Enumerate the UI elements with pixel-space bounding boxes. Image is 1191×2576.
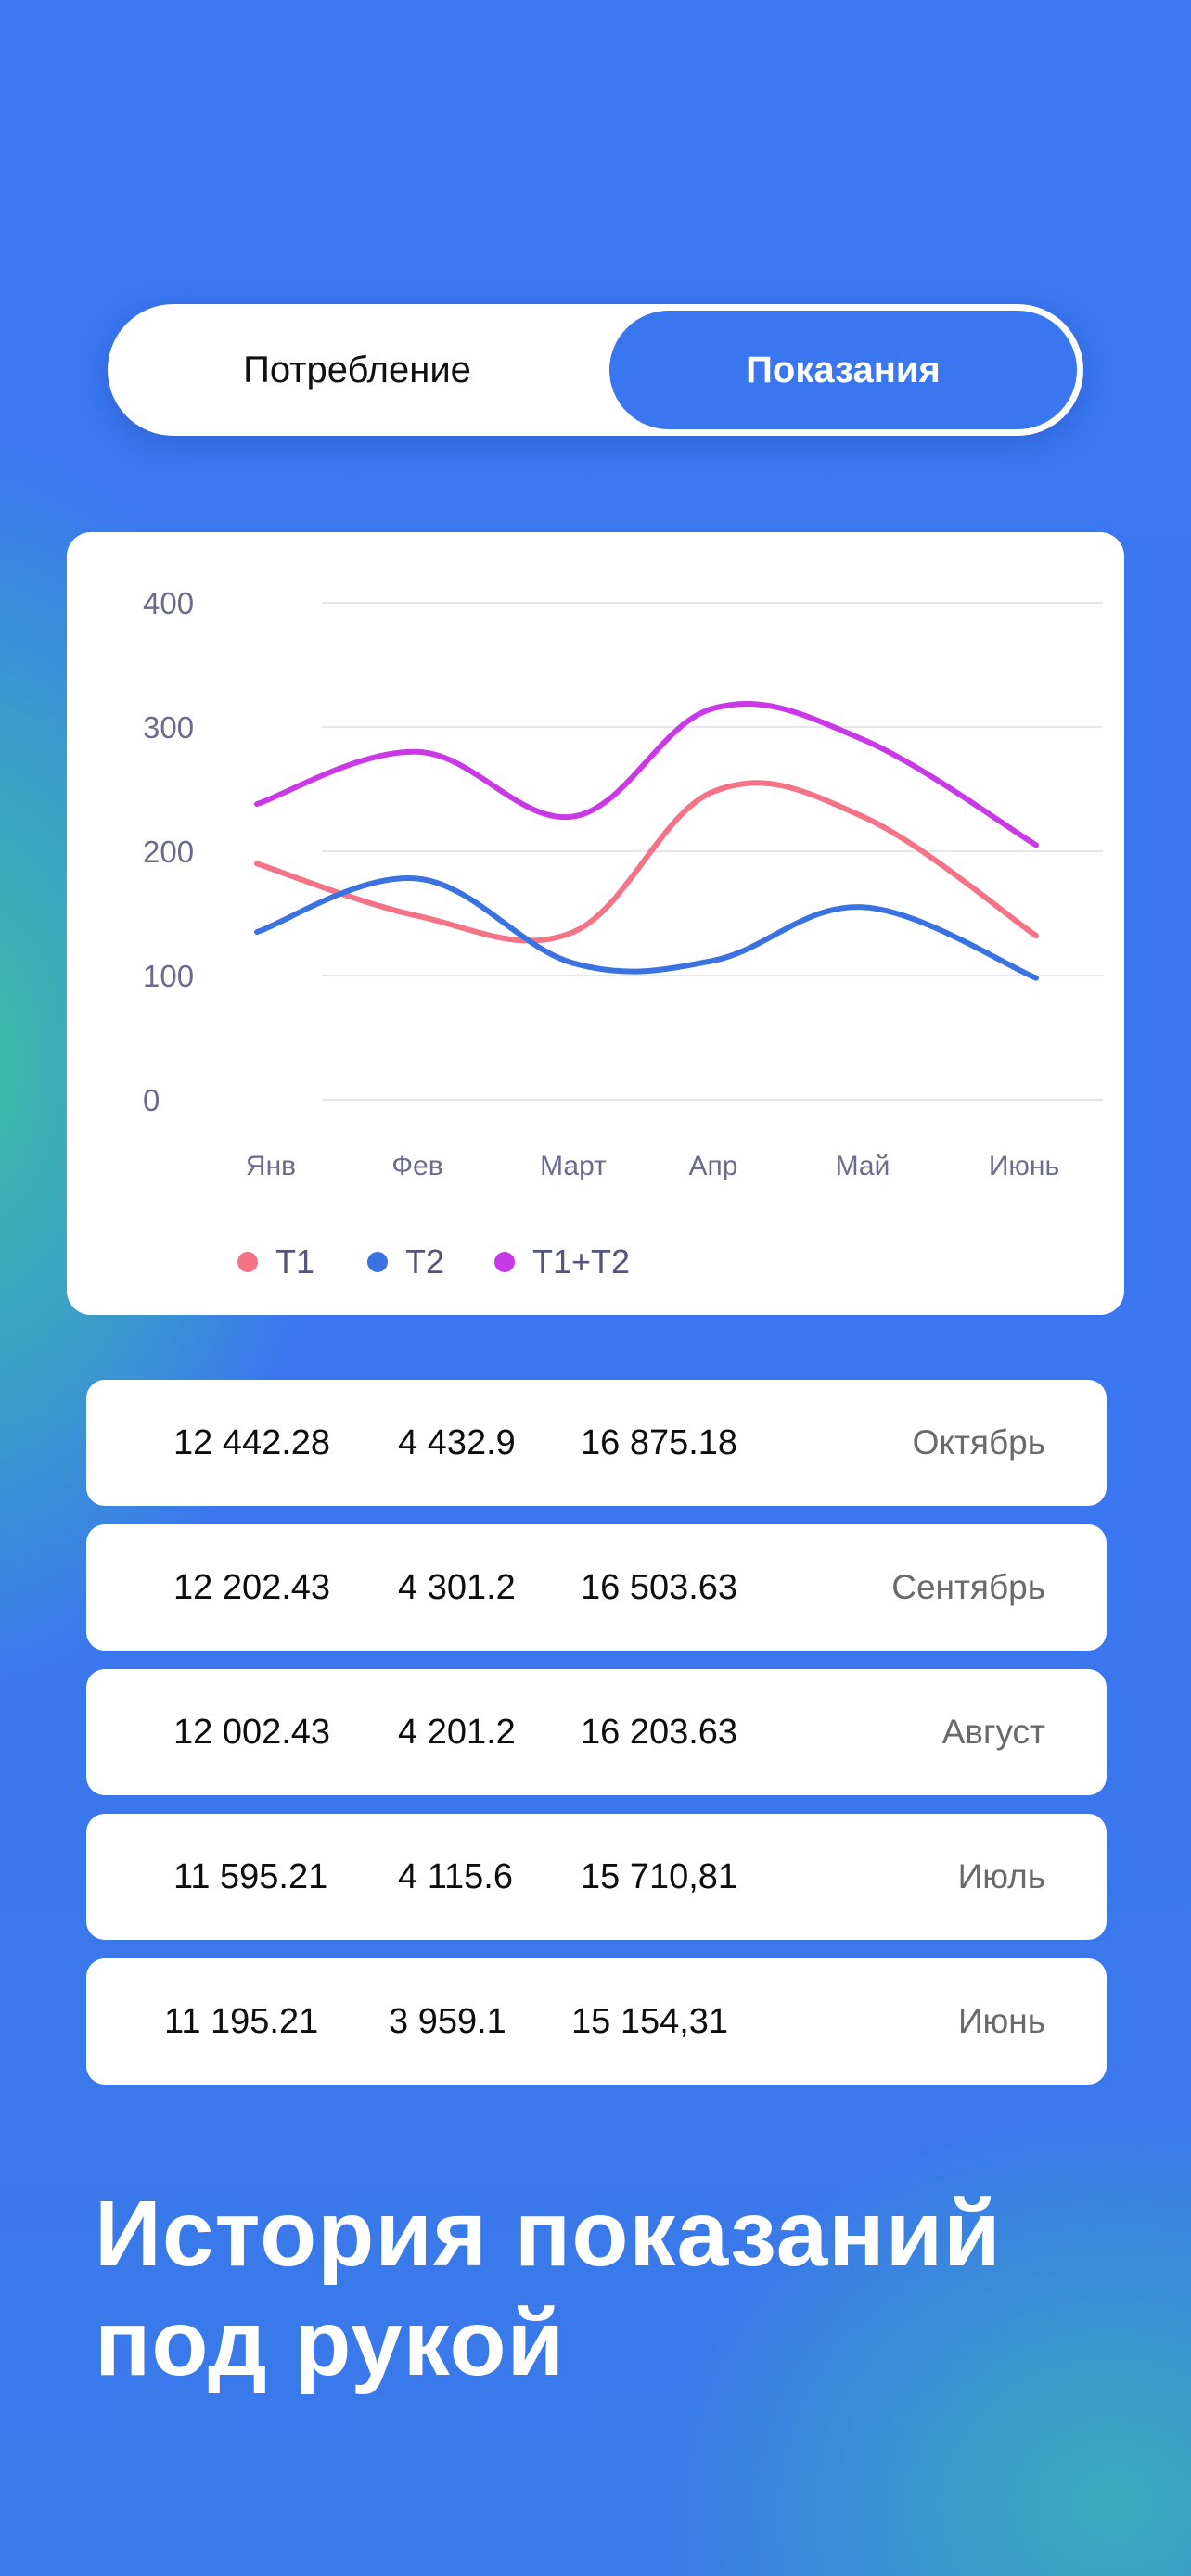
series-line-t1 — [254, 780, 1039, 944]
reading-total-value: 16 503.63 — [581, 1568, 738, 1607]
chart-card: 400 300 200 100 0 Янв Фев Март Апр Май Июнь T1 T2 T… — [67, 532, 1124, 1315]
view-toggle: Потребление Показания — [108, 304, 1083, 436]
legend-item: T1 — [237, 1243, 314, 1281]
headline: История показаний под рукой — [95, 2179, 1133, 2398]
reading-t1-value: 12 202.43 — [173, 1568, 331, 1607]
legend-label: T2 — [405, 1243, 444, 1281]
headline-line-1: История показаний — [95, 2182, 1002, 2286]
reading-total-value: 15 154,31 — [571, 2002, 729, 2041]
legend-dot — [237, 1252, 258, 1272]
legend-item: T2 — [367, 1243, 444, 1281]
x-tick-label: Янв — [246, 1151, 296, 1181]
reading-t1-value: 11 595.21 — [173, 1857, 328, 1896]
x-tick-label: Июнь — [989, 1151, 1059, 1181]
reading-total-value: 15 710,81 — [581, 1857, 738, 1896]
reading-t1-value: 12 002.43 — [173, 1713, 331, 1752]
x-tick-label: Фев — [391, 1151, 442, 1181]
reading-t1-value: 11 195.21 — [164, 2002, 319, 2041]
reading-month: Июль — [957, 1857, 1045, 1895]
y-tick-label: 0 — [143, 1083, 160, 1117]
x-tick-label: Май — [836, 1151, 890, 1181]
y-tick-label: 100 — [143, 959, 194, 993]
y-tick-label: 400 — [143, 586, 194, 620]
reading-row[interactable]: 11 195.21 3 959.1 15 154,31 Июнь — [86, 1958, 1107, 2085]
reading-t2-value: 4 201.2 — [398, 1713, 516, 1752]
legend-item: T1+T2 — [494, 1243, 630, 1281]
reading-t2-value: 4 301.2 — [398, 1568, 516, 1607]
reading-row[interactable]: 12 202.43 4 301.2 16 503.63 Сентябрь — [86, 1524, 1107, 1651]
reading-t1-value: 12 442.28 — [173, 1423, 331, 1462]
reading-row[interactable]: 11 595.21 4 115.6 15 710,81 Июль — [86, 1814, 1107, 1940]
series-line-t2 — [254, 875, 1039, 981]
reading-t2-value: 4 432.9 — [398, 1423, 516, 1462]
reading-total-value: 16 203.63 — [581, 1713, 738, 1752]
reading-row[interactable]: 12 002.43 4 201.2 16 203.63 Август — [86, 1669, 1107, 1795]
reading-month: Сентябрь — [891, 1568, 1045, 1606]
y-tick-label: 200 — [143, 835, 194, 869]
toggle-readings[interactable]: Показания — [607, 308, 1080, 432]
reading-total-value: 16 875.18 — [581, 1423, 738, 1462]
headline-line-2: под рукой — [95, 2291, 566, 2395]
y-tick-label: 300 — [143, 710, 194, 745]
legend-dot — [494, 1252, 515, 1272]
reading-month: Август — [941, 1713, 1045, 1751]
x-tick-label: Апр — [689, 1151, 738, 1181]
toggle-consumption[interactable]: Потребление — [243, 349, 471, 390]
reading-t2-value: 3 959.1 — [389, 2002, 506, 2041]
reading-t2-value: 4 115.6 — [398, 1857, 513, 1896]
reading-row[interactable]: 12 442.28 4 432.9 16 875.18 Октябрь — [86, 1380, 1107, 1506]
legend-label: T1+T2 — [532, 1243, 630, 1281]
x-tick-label: Март — [540, 1151, 607, 1181]
legend-dot — [367, 1252, 388, 1272]
reading-month: Июнь — [957, 2002, 1045, 2040]
readings-chart: 400 300 200 100 0 Янв Фев Март Апр Май Июнь T1 T2 T… — [143, 586, 1103, 1281]
reading-month: Октябрь — [912, 1423, 1045, 1461]
legend-label: T1 — [275, 1243, 314, 1281]
series-line-t1-plus-t2 — [254, 701, 1039, 848]
